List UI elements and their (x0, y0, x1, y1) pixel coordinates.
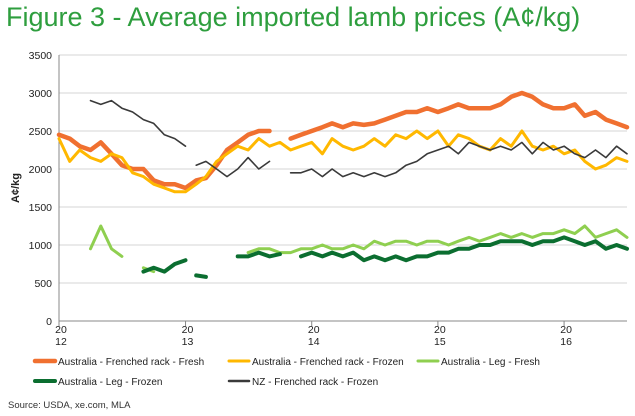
chart-title: Figure 3 - Average imported lamb prices … (6, 2, 581, 32)
x-tick-day: 20 (560, 324, 572, 336)
x-tick-day: 20 (308, 324, 320, 336)
series-line-australia-leg-frozen (141, 235, 629, 279)
series-lines (56, 90, 630, 279)
series-line-australia-frenched-rack-fresh (56, 90, 630, 191)
legend-label: NZ - Frenched rack - Frozen (252, 377, 378, 388)
y-tick-label: 3500 (29, 50, 53, 62)
y-axis-ticks: 0 500 1000 1500 2000 2500 3000 3500 (29, 50, 53, 328)
y-tick-label: 2500 (29, 126, 53, 138)
x-tick-year: 16 (560, 336, 572, 348)
series-line-nz-frenched-rack-frozen (89, 99, 628, 178)
legend-label: Australia - Leg - Frozen (58, 377, 163, 388)
x-tick-year: 13 (182, 336, 194, 348)
x-tick-day: 20 (434, 324, 446, 336)
y-tick-label: 3000 (29, 88, 53, 100)
x-tick-day: 20 (55, 324, 67, 336)
y-tick-label: 2000 (29, 164, 53, 176)
x-tick-year: 14 (308, 336, 320, 348)
source-note: Source: USDA, xe.com, MLA (8, 400, 131, 411)
x-tick-day: 20 (182, 324, 194, 336)
y-tick-label: 0 (46, 316, 52, 328)
y-axis-label: A¢/kg (10, 173, 22, 203)
y-tick-label: 1000 (29, 240, 53, 252)
y-tick-label: 1500 (29, 202, 53, 214)
y-tick-label: 500 (34, 278, 52, 290)
series-line-australia-frenched-rack-frozen (57, 129, 629, 194)
legend-label: Australia - Leg - Fresh (441, 357, 540, 368)
legend-label: Australia - Frenched rack - Frozen (252, 357, 404, 368)
gridlines (58, 54, 627, 322)
x-tick-year: 12 (55, 336, 67, 348)
legend-label: Australia - Frenched rack - Fresh (58, 357, 204, 368)
x-tick-year: 15 (434, 336, 446, 348)
legend: Australia - Frenched rack - Fresh Austral… (32, 357, 540, 388)
